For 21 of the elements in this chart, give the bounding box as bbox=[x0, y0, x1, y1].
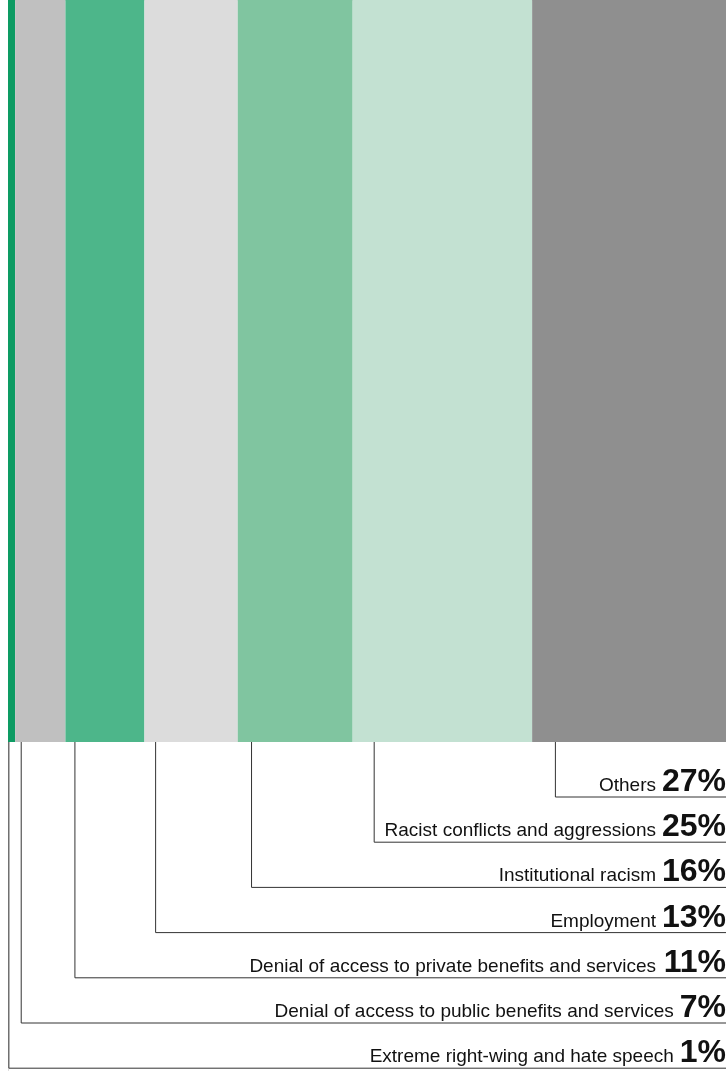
text: Extreme right-wing and hate speech bbox=[369, 1045, 674, 1067]
data-label: 27% bbox=[661, 762, 726, 798]
bar bbox=[144, 0, 238, 742]
bar bbox=[237, 0, 353, 742]
data-label: 25% bbox=[661, 807, 726, 844]
series-label: Others bbox=[598, 774, 656, 795]
text: Denial of access to public benefits and services bbox=[274, 1000, 674, 1021]
bar bbox=[8, 0, 16, 742]
bar bbox=[65, 0, 145, 742]
data-label: 11% bbox=[663, 942, 726, 979]
bar bbox=[15, 0, 66, 742]
data-label: 13% bbox=[661, 897, 726, 934]
data-label: 7% bbox=[679, 988, 726, 1024]
text: Racist conflicts and aggressions bbox=[384, 819, 656, 841]
bar bbox=[532, 0, 726, 742]
bar bbox=[352, 0, 533, 742]
text: Employment bbox=[550, 909, 657, 931]
data-label: 16% bbox=[661, 852, 726, 889]
text: Denial of access to private benefits and services bbox=[249, 954, 656, 976]
data-label: 1% bbox=[679, 1033, 726, 1070]
text: Institutional racism bbox=[498, 864, 656, 886]
